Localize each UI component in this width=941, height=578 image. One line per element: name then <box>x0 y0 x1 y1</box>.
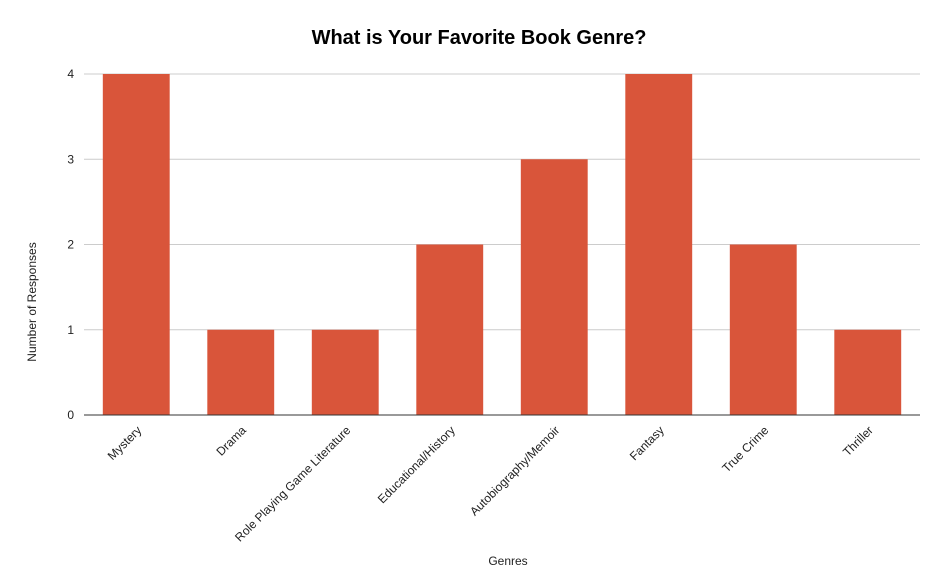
y-tick-label: 0 <box>67 408 74 422</box>
x-tick-label: Thriller <box>840 423 876 459</box>
x-axis-title: Genres <box>488 554 527 568</box>
y-tick-label: 4 <box>67 67 74 81</box>
bar <box>729 244 797 415</box>
bar <box>625 74 693 415</box>
bar <box>207 329 275 415</box>
x-tick-label: Educational/History <box>375 423 458 506</box>
bar <box>834 329 902 415</box>
x-tick-label: True Crime <box>719 423 771 475</box>
y-tick-label: 1 <box>67 323 74 337</box>
chart-title: What is Your Favorite Book Genre? <box>312 27 647 49</box>
x-tick-label: Fantasy <box>627 423 667 463</box>
bars <box>102 74 902 415</box>
x-tick-label: Mystery <box>105 423 145 463</box>
bar <box>102 74 170 415</box>
y-tick-label: 2 <box>67 238 74 252</box>
x-tick-label: Autobiography/Memoir <box>467 423 562 518</box>
y-tick-labels: 0 1 2 3 4 <box>67 67 74 422</box>
y-tick-label: 3 <box>67 152 74 166</box>
x-tick-label: Role Playing Game Literature <box>232 423 353 544</box>
bar <box>520 159 588 415</box>
y-axis-title: Number of Responses <box>25 242 39 361</box>
bar <box>311 329 379 415</box>
x-tick-label: Drama <box>214 423 250 459</box>
bar <box>416 244 484 415</box>
